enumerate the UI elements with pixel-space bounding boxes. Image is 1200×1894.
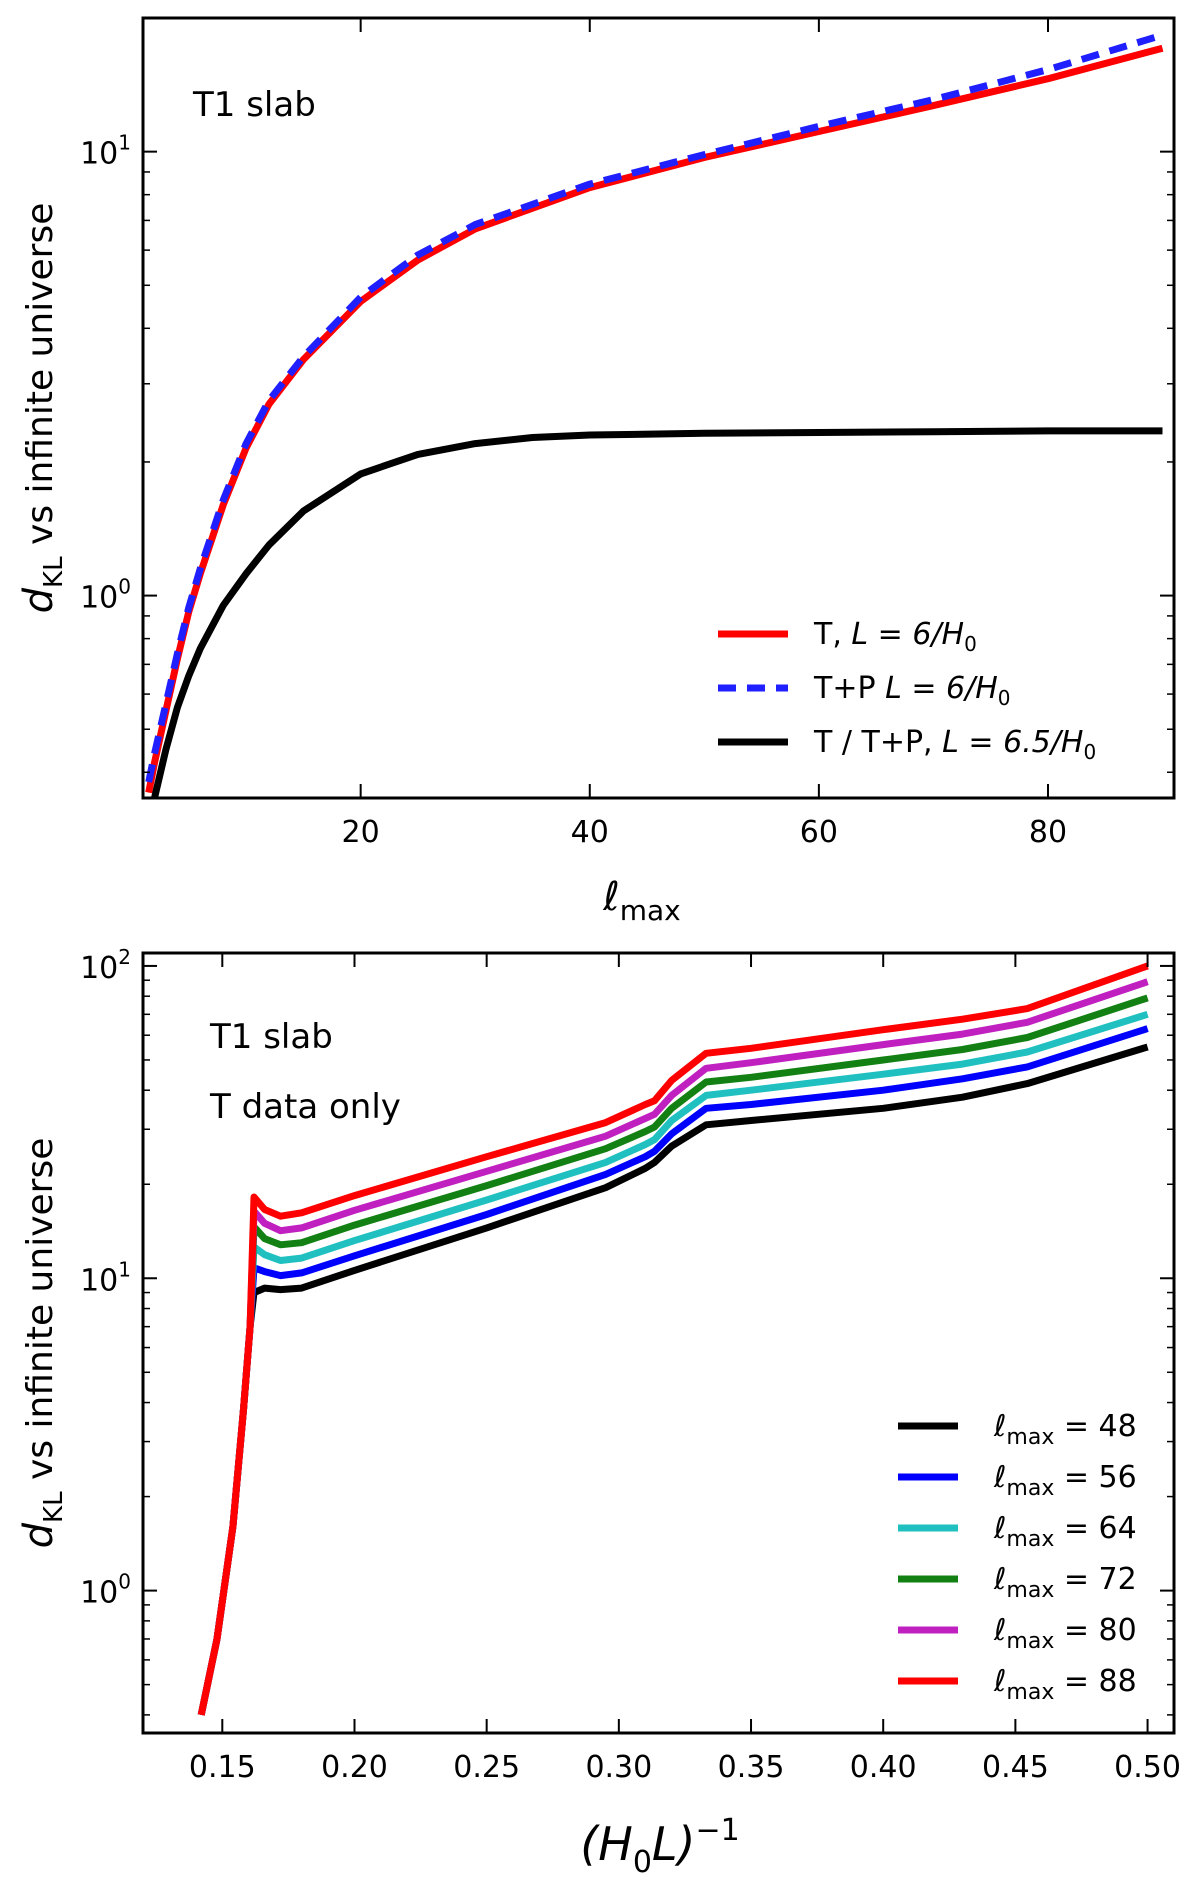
- bottom-legend-entry-80: ℓmax = 80: [993, 1613, 1137, 1654]
- series-line-1-5: [197, 962, 1149, 1716]
- bottom-chart-y-axis-label: dKL vs infinite universe: [16, 1138, 69, 1549]
- x-tick-label: 0.35: [718, 1750, 785, 1785]
- x-tick-label: 0.25: [453, 1750, 520, 1785]
- x-tick-label: 80: [1029, 815, 1067, 850]
- bottom-legend-entry-48: ℓmax = 48: [993, 1409, 1137, 1450]
- bottom-chart-plot-frame: [141, 951, 1176, 1735]
- x-tick-label: 60: [800, 815, 838, 850]
- bottom-chart-annotation-2: T data only: [209, 1087, 401, 1127]
- bottom-chart-panel: 0.15 0.20 0.25 0.30 0.35 0.40 0.45 0.50 100 101 10…: [16, 945, 1181, 1880]
- top-chart-panel: 20 40 60 80 100 101 T1 slab ℓmax dKL vs infin…: [16, 16, 1176, 927]
- x-tick-label: 20: [342, 815, 380, 850]
- bottom-legend-entry-72: ℓmax = 72: [993, 1562, 1137, 1603]
- top-legend-entry-tp: T+P L = 6/H0: [813, 671, 1011, 710]
- bottom-chart-ticks: 0.15 0.20 0.25 0.30 0.35 0.40 0.45 0.50 100 101 10…: [80, 945, 1181, 1785]
- top-legend-entry-t: T, L = 6/H0: [813, 617, 977, 656]
- y-tick-label: 102: [80, 945, 131, 986]
- bottom-chart-annotation-1: T1 slab: [209, 1017, 333, 1057]
- series-line-0-1: [145, 31, 1164, 783]
- y-tick-label: 101: [80, 1257, 131, 1298]
- y-tick-label: 101: [80, 131, 131, 172]
- series-line-0-2: [151, 427, 1163, 798]
- y-tick-label: 100: [80, 1570, 131, 1611]
- x-tick-label: 0.50: [1114, 1750, 1181, 1785]
- bottom-chart-x-axis-label: (H0L)−1: [580, 1813, 739, 1880]
- top-chart-y-axis-label: dKL vs infinite universe: [16, 203, 69, 614]
- x-tick-label: 0.30: [585, 1750, 652, 1785]
- top-chart-annotation: T1 slab: [192, 85, 316, 125]
- bottom-chart-series-layer: [197, 962, 1149, 1716]
- bottom-legend-entry-88: ℓmax = 88: [993, 1664, 1137, 1705]
- top-chart-plot-frame: [141, 16, 1176, 800]
- bottom-legend-entry-56: ℓmax = 56: [993, 1460, 1137, 1501]
- top-chart-x-axis-label: ℓmax: [602, 874, 681, 927]
- series-line-0-0: [145, 44, 1164, 794]
- bottom-chart-legend: ℓmax = 48 ℓmax = 56 ℓmax = 64 ℓmax = 72 …: [898, 1409, 1137, 1705]
- x-tick-label: 0.15: [189, 1750, 256, 1785]
- y-tick-label: 100: [80, 575, 131, 616]
- x-tick-label: 0.45: [982, 1750, 1049, 1785]
- bottom-legend-entry-64: ℓmax = 64: [993, 1511, 1137, 1552]
- x-tick-label: 40: [571, 815, 609, 850]
- top-chart-series-layer: [145, 31, 1164, 798]
- top-chart-legend: T, L = 6/H0 T+P L = 6/H0 T / T+P, L = 6.…: [718, 617, 1096, 764]
- x-tick-label: 0.40: [850, 1750, 917, 1785]
- series-line-1-1: [197, 1025, 1149, 1716]
- top-chart-ticks: 20 40 60 80 100 101: [80, 18, 1174, 850]
- top-legend-entry-ratio: T / T+P, L = 6.5/H0: [813, 725, 1096, 764]
- x-tick-label: 0.20: [321, 1750, 388, 1785]
